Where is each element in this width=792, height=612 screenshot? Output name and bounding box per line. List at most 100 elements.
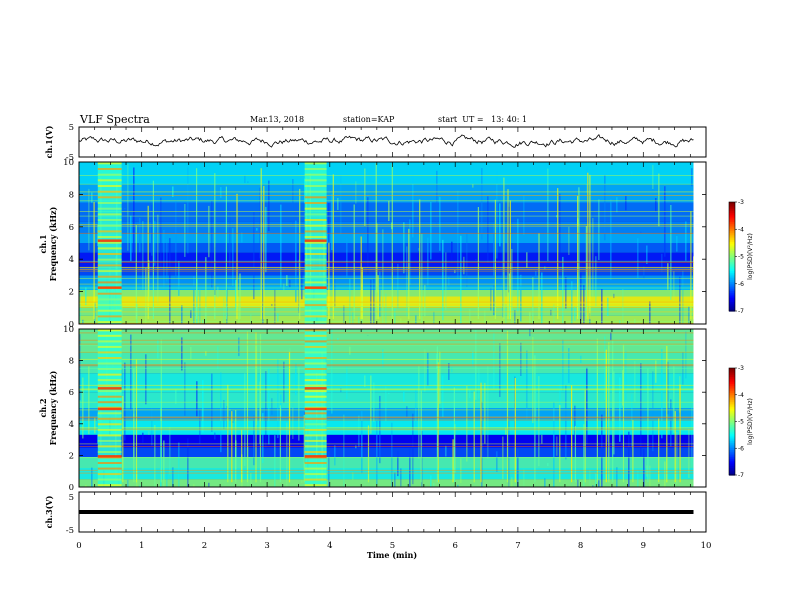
ytick-label: 4	[69, 255, 74, 265]
colorbar-step	[729, 229, 735, 232]
ytick-label: 8	[69, 190, 74, 200]
colorbar-step	[729, 460, 735, 464]
colorbar-step	[729, 232, 735, 236]
colorbar-step	[729, 442, 735, 446]
colorbar-step	[729, 414, 735, 417]
ytick-label: 0	[69, 320, 74, 330]
figure-title: VLF Spectra	[79, 113, 150, 126]
colorbar-step	[729, 281, 735, 285]
colorbar-step	[729, 419, 735, 423]
colorbar-step	[729, 218, 735, 221]
colorbar-step	[729, 283, 735, 287]
colorbar-step	[729, 439, 735, 442]
colorbar-tick-label: -7	[738, 308, 744, 315]
colorbar-label: log(PSD)(V²/Hz)	[747, 398, 754, 445]
colorbar-step	[729, 223, 735, 227]
colorbar-step	[729, 466, 735, 469]
colorbar-step	[729, 258, 735, 261]
colorbar-step	[729, 448, 735, 451]
colorbar-step	[729, 410, 735, 414]
colorbar-step	[729, 307, 735, 310]
ytick-label: 6	[69, 388, 74, 398]
colorbar-step	[729, 238, 735, 241]
colorbar-step	[729, 416, 735, 419]
xtick-label: 4	[327, 541, 332, 551]
colorbar-step	[729, 384, 735, 387]
colorbar-step	[729, 207, 735, 210]
ytick-label: 10	[63, 325, 74, 335]
colorbar-step	[729, 240, 735, 243]
colorbar-step	[729, 467, 735, 471]
colorbar-tick-label: -5	[738, 419, 744, 426]
waveform-ch3-panel: 5 -5 ch.3(V)	[44, 491, 707, 536]
colorbar-step	[729, 220, 735, 223]
colorbar-step	[729, 446, 735, 449]
ch2-label: ch.2	[38, 398, 48, 417]
colorbar-tick-label: -3	[738, 199, 744, 206]
colorbar-step	[729, 464, 735, 467]
colorbar-step	[729, 430, 735, 433]
colorbar-step	[729, 280, 735, 283]
colorbar-step	[729, 260, 735, 263]
spectrogram-ch2-yticks: 0 2 4 6 8 10	[63, 325, 706, 493]
colorbar-tick-label: -4	[738, 226, 744, 233]
colorbar-step	[729, 265, 735, 268]
colorbar-step	[729, 243, 735, 247]
colorbar-step	[729, 371, 735, 374]
colorbar-step	[729, 296, 735, 299]
xtick-label: 0	[76, 541, 81, 551]
xtick-label: 9	[641, 541, 646, 551]
colorbar-step	[729, 254, 735, 258]
colorbar-step	[729, 272, 735, 276]
colorbar-tick-label: -5	[738, 254, 744, 261]
colorbar-step	[729, 433, 735, 437]
colorbar-step	[729, 292, 735, 296]
xtick-label: 8	[578, 541, 583, 551]
colorbar-step	[729, 252, 735, 256]
colorbar-step	[729, 245, 735, 249]
colorbar-step	[729, 373, 735, 376]
colorbar-step	[729, 274, 735, 278]
colorbar-step	[729, 407, 735, 410]
colorbar-step	[729, 423, 735, 426]
colorbar-step	[729, 301, 735, 305]
ch3-ytick-bottom: -5	[66, 526, 74, 536]
ch1-ytick-bottom: -5	[66, 153, 74, 163]
colorbar-step	[729, 426, 735, 430]
colorbar-step	[729, 249, 735, 252]
xtick-label: 5	[390, 541, 395, 551]
spectrogram-ch2-image	[79, 329, 706, 487]
colorbar-step	[729, 289, 735, 292]
colorbar-step	[729, 421, 735, 424]
ch2-frequency-label: Frequency (kHz)	[48, 370, 58, 445]
colorbar-step	[729, 398, 735, 401]
colorbar-tick-label: -4	[738, 392, 744, 399]
colorbar-step	[729, 425, 735, 428]
colorbar-step	[729, 471, 735, 474]
colorbar-step	[729, 458, 735, 462]
colorbar-step	[729, 462, 735, 465]
x-axis-label: Time (min)	[367, 550, 417, 560]
colorbar-step	[729, 391, 735, 394]
colorbar-step	[729, 263, 735, 267]
colorbar-step	[729, 216, 735, 219]
colorbar-step	[729, 231, 735, 234]
colorbar-tick-label: -3	[738, 365, 744, 372]
ch1-voltage-label: ch.1(V)	[44, 125, 54, 158]
colorbar-step	[729, 382, 735, 385]
colorbar-ch2: -3 -4 -5 -6 -7 log(PSD)(V²/Hz)	[728, 365, 754, 479]
colorbar-step	[729, 267, 735, 270]
colorbar-step	[729, 455, 735, 458]
colorbar-step	[729, 409, 735, 412]
xtick-label: 3	[264, 541, 269, 551]
colorbar-step	[729, 287, 735, 290]
colorbar-step	[729, 428, 735, 432]
colorbar-step	[729, 271, 735, 274]
spectrogram-ch1-panel: 0 2 4 6 8 10 ch.1 Frequency (kHz)	[38, 158, 707, 330]
ytick-label: 10	[63, 158, 74, 168]
ytick-label: 2	[69, 288, 74, 298]
colorbar-step	[729, 394, 735, 398]
colorbar-step	[729, 212, 735, 216]
colorbar-step	[729, 278, 735, 281]
